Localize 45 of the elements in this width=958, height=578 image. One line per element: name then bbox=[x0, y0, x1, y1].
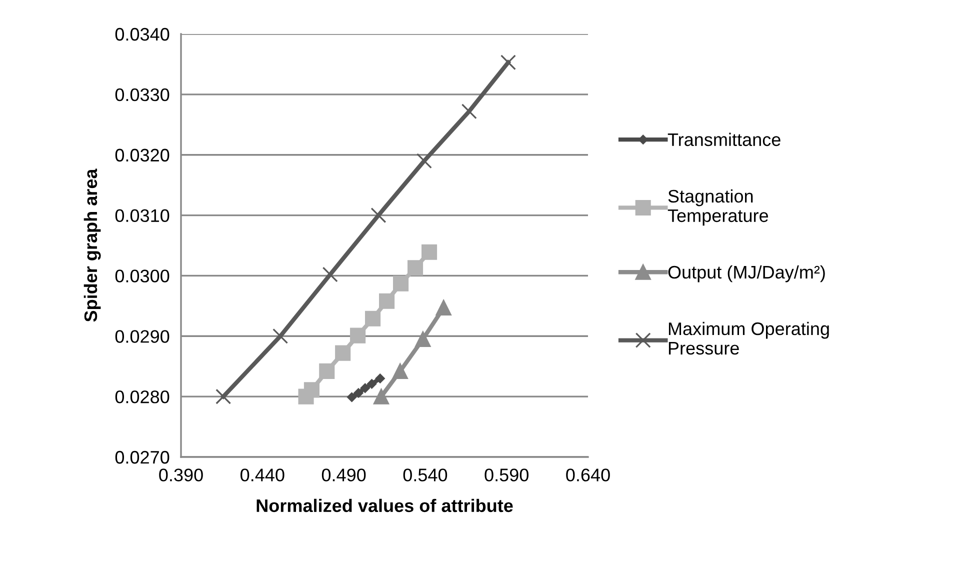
point bbox=[216, 388, 232, 404]
legend-label: Maximum Operating Pressure bbox=[668, 322, 829, 355]
point bbox=[354, 388, 364, 398]
point bbox=[335, 345, 351, 361]
y-tick-label: 0.0290 bbox=[115, 330, 170, 343]
x-tick-label: 0.440 bbox=[240, 468, 284, 482]
x-tick-label: 0.540 bbox=[403, 468, 448, 482]
y-tick-label: 0.0270 bbox=[115, 450, 170, 464]
y-tick-label: 0.0310 bbox=[115, 209, 170, 222]
point bbox=[500, 54, 516, 70]
y-tick-label: 0.0280 bbox=[115, 390, 170, 404]
y-tick-label: 0.0330 bbox=[115, 88, 170, 102]
point bbox=[436, 300, 452, 316]
x-axis-title: Normalized values of attribute bbox=[256, 498, 513, 512]
legend-label: Transmittance bbox=[668, 132, 780, 146]
point bbox=[379, 293, 395, 309]
point bbox=[360, 383, 370, 393]
point bbox=[407, 260, 424, 276]
legend-label: Output (MJ/Day/m²) bbox=[668, 265, 825, 282]
point bbox=[370, 208, 386, 224]
point bbox=[461, 104, 477, 120]
x-tick-label: 0.640 bbox=[566, 468, 610, 482]
point bbox=[272, 328, 288, 344]
point bbox=[350, 328, 366, 344]
y-axis-title: Spider graph area bbox=[84, 168, 101, 322]
point bbox=[373, 388, 390, 404]
x-tick-label: 0.390 bbox=[159, 468, 203, 482]
point bbox=[375, 374, 385, 384]
point bbox=[322, 266, 338, 282]
point bbox=[367, 379, 377, 389]
point bbox=[365, 310, 381, 326]
y-tick-label: 0.0340 bbox=[115, 28, 170, 41]
x-tick-label: 0.490 bbox=[322, 468, 366, 482]
point bbox=[304, 382, 320, 398]
point bbox=[421, 244, 438, 260]
point bbox=[347, 392, 357, 402]
legend-label: Stagnation Temperature bbox=[668, 189, 768, 226]
y-tick-label: 0.0300 bbox=[115, 270, 170, 282]
x-tick-label: 0.590 bbox=[484, 468, 528, 482]
point bbox=[393, 276, 409, 292]
point bbox=[415, 331, 431, 347]
point bbox=[416, 153, 432, 169]
y-tick-label: 0.0320 bbox=[115, 148, 170, 162]
point bbox=[319, 363, 335, 379]
point bbox=[392, 363, 408, 379]
